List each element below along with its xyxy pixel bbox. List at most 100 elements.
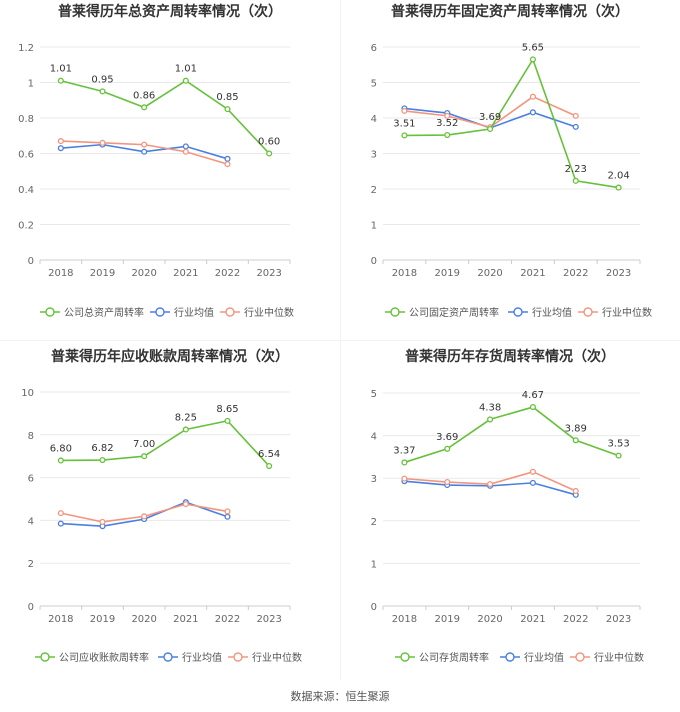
data-point-company — [487, 416, 494, 423]
data-point-company — [266, 462, 273, 470]
data-point-industry-median — [529, 468, 536, 475]
x-tick-label: 2023 — [256, 614, 281, 625]
legend-label: 行业均值 — [524, 651, 564, 664]
y-tick-label: 4 — [371, 114, 377, 125]
data-label: 0.86 — [133, 90, 155, 101]
data-label: 6.80 — [50, 443, 72, 454]
data-point-industry-median — [141, 141, 148, 148]
x-tick-label: 2018 — [392, 268, 417, 279]
x-tick-label: 2022 — [563, 268, 588, 279]
x-tick-label: 2020 — [477, 614, 502, 625]
legend-label: 公司应收账款周转率 — [59, 651, 149, 664]
data-point-company — [401, 459, 408, 466]
data-point-company — [401, 132, 408, 139]
y-tick-label: 0.6 — [18, 150, 34, 161]
y-tick-label: 10 — [21, 388, 34, 399]
data-label: 3.37 — [393, 445, 415, 456]
y-tick-label: 1 — [28, 79, 34, 90]
data-label: 2.23 — [565, 164, 587, 175]
data-label: 6.54 — [258, 449, 280, 460]
data-point-industry-median — [444, 478, 451, 486]
chart-title: 普莱得历年应收账款周转率情况（次） — [51, 348, 289, 365]
legend-swatch-marker — [155, 307, 165, 317]
y-tick-label: 1 — [371, 559, 377, 570]
data-label: 3.89 — [565, 423, 587, 434]
data-label: 8.25 — [175, 412, 197, 423]
data-label: 2.04 — [607, 171, 629, 182]
data-source-note: 数据来源：恒生聚源 — [290, 690, 390, 703]
data-point-company — [224, 106, 231, 113]
data-label: 3.69 — [436, 432, 458, 443]
panel-divider-horizontal — [0, 340, 680, 341]
data-point-industry-average — [572, 123, 579, 130]
chart-title: 普莱得历年固定资产周转率情况（次） — [391, 3, 629, 20]
data-point-company — [141, 453, 148, 460]
x-tick-label: 2018 — [48, 614, 73, 625]
x-tick-label: 2020 — [131, 614, 156, 625]
data-point-industry-average — [57, 520, 64, 527]
legend-swatch-marker — [40, 652, 50, 662]
x-tick-label: 2020 — [477, 268, 502, 279]
data-label: 4.67 — [522, 390, 544, 401]
y-tick-label: 3 — [371, 474, 377, 485]
data-point-company — [266, 150, 273, 157]
data-label: 0.60 — [258, 137, 280, 148]
x-tick-label: 2019 — [435, 268, 460, 279]
data-point-company — [182, 77, 189, 84]
y-tick-label: 2 — [28, 559, 34, 570]
legend-label: 公司固定资产周转率 — [409, 306, 499, 319]
y-tick-label: 2 — [371, 185, 377, 196]
data-point-industry-average — [182, 143, 189, 150]
data-point-industry-median — [401, 475, 408, 482]
legend-swatch-marker — [225, 307, 235, 317]
y-tick-label: 0 — [371, 602, 377, 613]
y-tick-label: 0.2 — [18, 221, 34, 232]
chart-title: 普莱得历年总资产周转率情况（次） — [58, 3, 282, 20]
data-label: 6.82 — [91, 443, 113, 454]
data-point-company — [529, 404, 536, 411]
data-point-company — [615, 452, 622, 459]
legend-label: 公司存货周转率 — [419, 651, 489, 664]
data-point-industry-average — [224, 155, 231, 162]
data-label: 5.65 — [522, 42, 544, 53]
series-line-company — [404, 57, 619, 189]
y-tick-label: 4 — [28, 516, 34, 527]
x-tick-label: 2021 — [520, 614, 545, 625]
x-tick-label: 2018 — [48, 268, 73, 279]
y-tick-label: 0.8 — [18, 114, 34, 125]
x-tick-label: 2023 — [256, 268, 281, 279]
x-tick-label: 2022 — [215, 614, 240, 625]
y-tick-label: 4 — [371, 432, 377, 443]
legend-swatch-marker — [575, 652, 585, 662]
data-point-industry-average — [529, 109, 536, 116]
data-point-industry-median — [529, 93, 536, 100]
legend-label: 行业中位数 — [602, 306, 652, 319]
x-tick-label: 2020 — [131, 268, 156, 279]
data-point-industry-average — [529, 479, 536, 486]
legend-swatch-marker — [390, 307, 400, 317]
data-label: 4.38 — [479, 402, 501, 413]
data-point-industry-median — [182, 501, 189, 508]
data-point-industry-average — [57, 145, 64, 152]
data-point-industry-median — [224, 508, 231, 515]
y-tick-label: 1.2 — [18, 43, 34, 54]
data-point-company — [57, 457, 64, 464]
data-point-company — [444, 131, 451, 139]
x-tick-label: 2019 — [90, 268, 115, 279]
legend-swatch-marker — [233, 652, 243, 662]
legend-label: 行业均值 — [532, 306, 572, 319]
data-point-industry-median — [57, 510, 64, 517]
legend-swatch-marker — [45, 307, 55, 317]
data-point-industry-median — [444, 112, 451, 119]
series-line-company — [404, 406, 619, 464]
legend-label: 行业中位数 — [252, 651, 302, 664]
data-label: 3.69 — [479, 112, 501, 123]
data-point-company — [182, 426, 189, 433]
legend-label: 公司总资产周转率 — [64, 306, 144, 319]
data-point-industry-median — [141, 513, 148, 520]
y-tick-label: 6 — [371, 43, 377, 54]
chart-1: 普莱得历年总资产周转率情况（次） 0 0.2 0.4 0.6 0.8 1 1.2 2018 201… — [18, 3, 294, 319]
data-point-company — [529, 56, 536, 63]
x-tick-label: 2021 — [173, 614, 198, 625]
